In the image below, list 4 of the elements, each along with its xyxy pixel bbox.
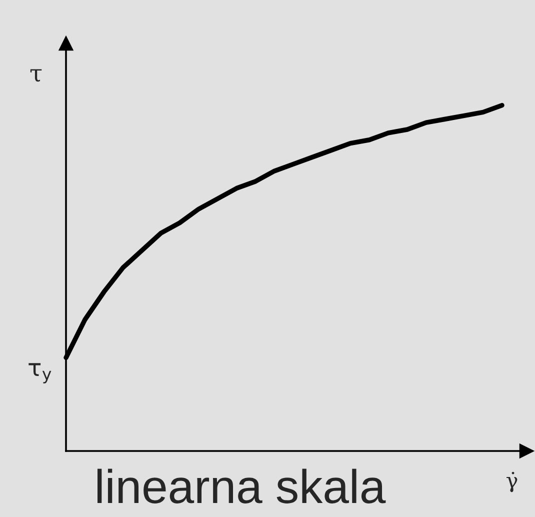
x-axis-title: γ̇ [506,472,518,492]
y-axis-title: τ [30,69,42,82]
text: linearna skala [98,468,386,504]
text: τ$_{y}$ [28,363,52,384]
